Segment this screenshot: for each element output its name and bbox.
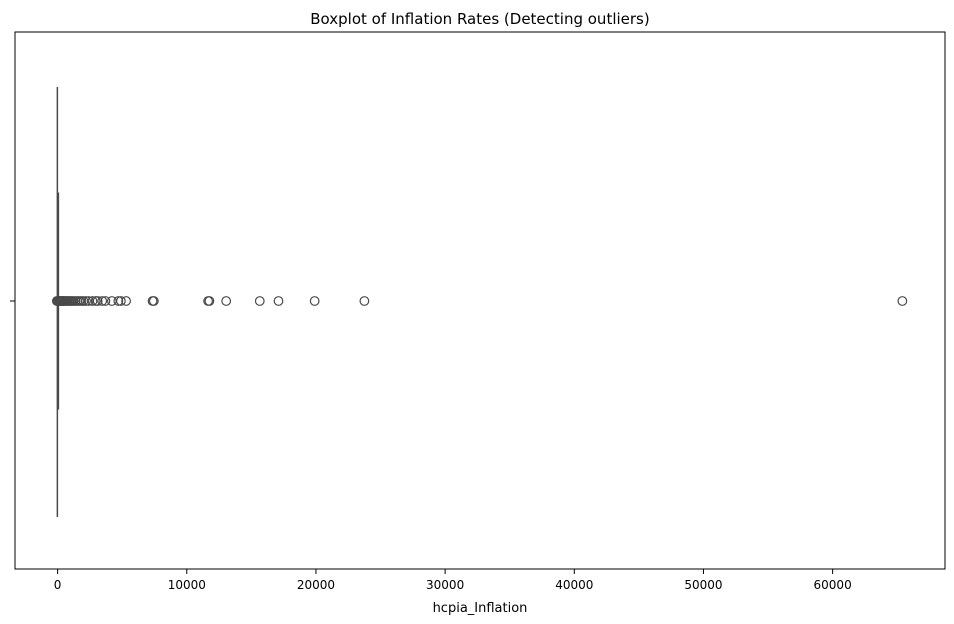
outlier-point (87, 296, 98, 306)
outlier-point (309, 296, 320, 306)
outlier-point (100, 296, 111, 306)
outlier-point (204, 296, 215, 306)
x-axis-ticks: 0 10000 20000 30000 40000 50000 60000 (54, 569, 852, 592)
x-tick-label: 0 (54, 578, 62, 592)
outlier-point (148, 296, 159, 306)
chart-title: Boxplot of Inflation Rates (Detecting ou… (310, 10, 649, 28)
outlier-point (113, 296, 124, 306)
x-axis-label: hcpia_Inflation (433, 601, 528, 616)
outlier-point (121, 296, 131, 306)
x-tick-label: 20000 (297, 578, 335, 592)
outlier-point (254, 296, 265, 306)
x-tick-label: 40000 (555, 578, 593, 592)
x-tick-label: 30000 (426, 578, 464, 592)
outlier-point (97, 296, 108, 306)
outlier-point (897, 296, 908, 306)
outlier-point (92, 296, 103, 306)
x-tick-label: 50000 (684, 578, 722, 592)
outlier-points (51, 296, 908, 306)
outlier-point (81, 296, 91, 306)
outlier-point (221, 296, 232, 306)
x-tick-label: 10000 (168, 578, 206, 592)
plot-frame (14, 31, 946, 570)
outlier-point (359, 296, 370, 306)
outlier-point (273, 296, 284, 306)
x-tick-label: 60000 (814, 578, 852, 592)
outlier-point (116, 296, 126, 306)
